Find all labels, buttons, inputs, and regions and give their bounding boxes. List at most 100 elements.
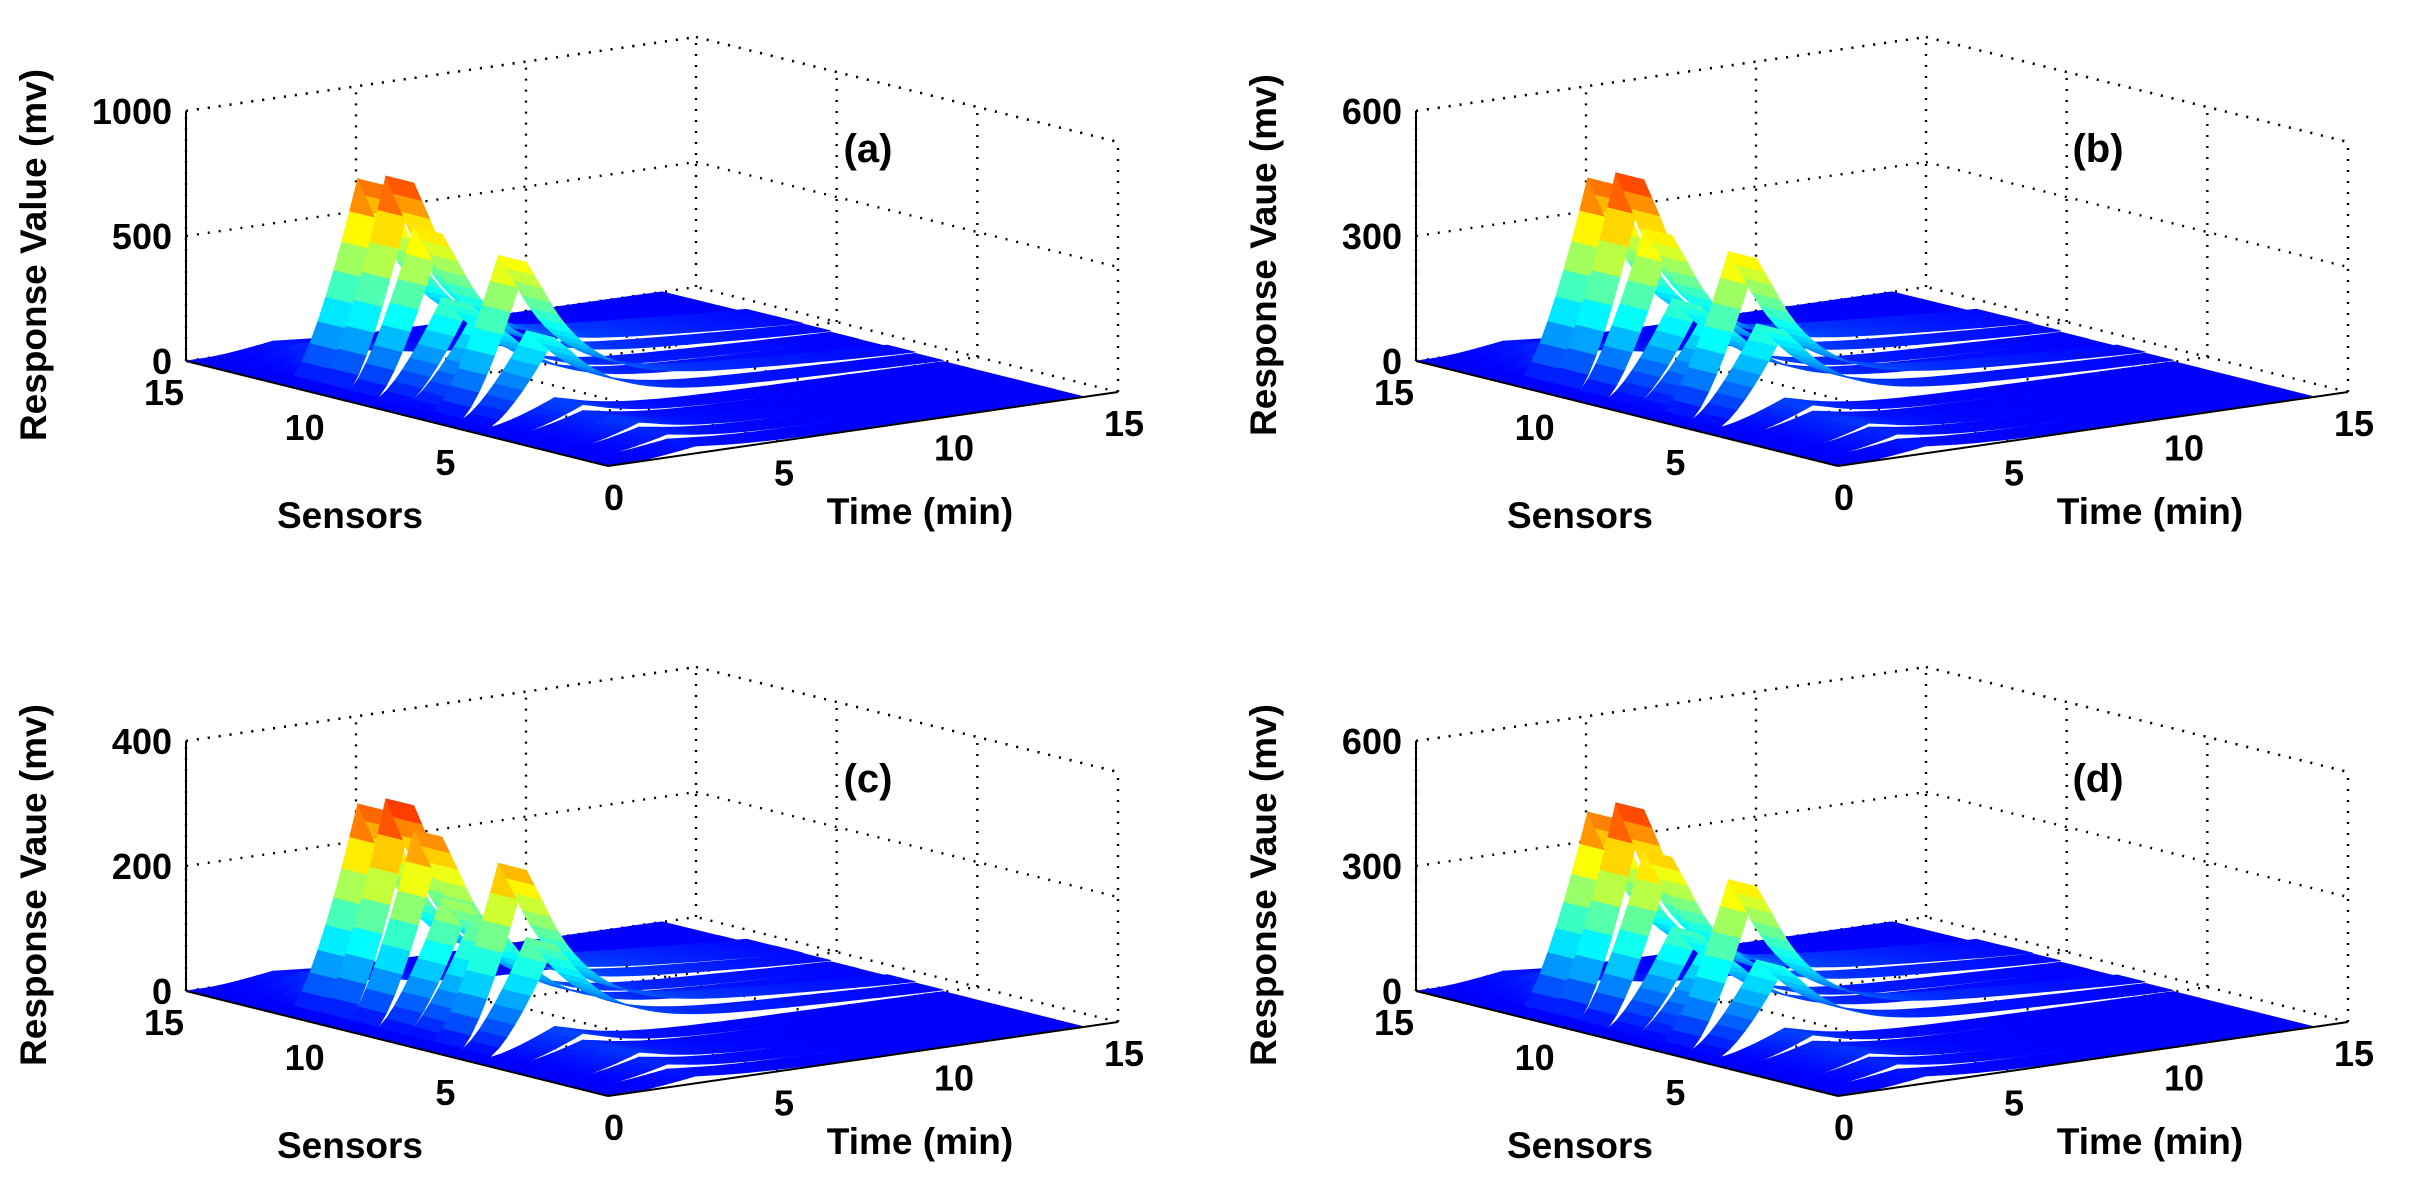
grid-line bbox=[185, 665, 697, 743]
grid-line bbox=[695, 665, 1119, 774]
z-tick-label: 0 bbox=[152, 971, 172, 1012]
y-tick-label: 10 bbox=[1515, 407, 1555, 448]
surface-patch bbox=[1996, 945, 2033, 955]
response-surface bbox=[1415, 172, 2315, 467]
grid-line bbox=[1925, 790, 2349, 899]
grid-line bbox=[1415, 160, 1927, 238]
grid-line bbox=[695, 790, 1119, 899]
time-axis-line bbox=[1837, 1021, 2349, 1097]
grid-line bbox=[1925, 665, 2349, 774]
surface-patch bbox=[907, 982, 944, 992]
x-tick-label: 5 bbox=[2004, 1082, 2024, 1123]
x-axis-label: Time (min) bbox=[827, 491, 1013, 532]
surface-patch bbox=[794, 952, 831, 962]
x-axis-label: Time (min) bbox=[2057, 491, 2243, 532]
y-tick-label: 5 bbox=[435, 442, 455, 483]
grid-line bbox=[695, 35, 1119, 144]
y-tick-label: 10 bbox=[1515, 1037, 1555, 1078]
surface-patch bbox=[766, 315, 803, 325]
y-tick-label: 5 bbox=[1665, 1072, 1685, 1113]
grid-line bbox=[1925, 160, 2349, 269]
response-surface bbox=[1415, 802, 2315, 1097]
panel-label: (c) bbox=[844, 757, 893, 801]
surface-patch bbox=[907, 352, 944, 362]
x-tick-label: 15 bbox=[1104, 403, 1144, 444]
x-tick-label: 0 bbox=[604, 477, 624, 518]
x-tick-label: 10 bbox=[2164, 428, 2204, 469]
x-tick-label: 15 bbox=[2334, 403, 2374, 444]
x-tick-label: 10 bbox=[934, 1058, 974, 1099]
axis-lines bbox=[185, 111, 1119, 467]
x-tick-label: 10 bbox=[2164, 1058, 2204, 1099]
time-axis-line bbox=[607, 391, 1119, 467]
grid-line bbox=[1415, 35, 1927, 113]
z-tick-label: 600 bbox=[1342, 721, 1402, 762]
surface-patch bbox=[766, 945, 803, 955]
surface-patch bbox=[2024, 953, 2061, 963]
z-tick-label: 0 bbox=[1382, 971, 1402, 1012]
x-tick-label: 15 bbox=[1104, 1033, 1144, 1074]
x-axis-label: Time (min) bbox=[2057, 1121, 2243, 1162]
surface-patch bbox=[2137, 982, 2174, 992]
y-tick-label: 5 bbox=[435, 1072, 455, 1113]
z-tick-label: 500 bbox=[112, 216, 172, 257]
grid-line bbox=[695, 160, 1119, 269]
grid-line bbox=[1925, 665, 2349, 774]
surface-patch bbox=[879, 974, 916, 983]
sensor-axis-line bbox=[1415, 990, 1839, 1097]
grid-line bbox=[1415, 665, 1927, 743]
sensor-axis-line bbox=[185, 360, 609, 467]
z-tick-label: 300 bbox=[1342, 846, 1402, 887]
sensor-axis-line bbox=[1415, 360, 1839, 467]
x-tick-label: 5 bbox=[774, 1082, 794, 1123]
z-tick-label: 200 bbox=[112, 846, 172, 887]
y-axis-label: Sensors bbox=[277, 1125, 423, 1166]
surface-patch bbox=[2109, 344, 2146, 354]
x-tick-label: 5 bbox=[774, 452, 794, 493]
x-tick-label: 0 bbox=[1834, 477, 1854, 518]
grid-line bbox=[695, 35, 1119, 144]
y-tick-label: 15 bbox=[144, 372, 184, 413]
panel-label: (a) bbox=[844, 127, 893, 171]
grid-line bbox=[695, 665, 1119, 774]
x-tick-label: 5 bbox=[2004, 452, 2024, 493]
time-axis-line bbox=[1837, 391, 2349, 467]
surface-patch bbox=[1996, 315, 2033, 325]
z-tick-label: 400 bbox=[112, 721, 172, 762]
x-tick-label: 15 bbox=[2334, 1033, 2374, 1074]
panel-label: (d) bbox=[2072, 757, 2123, 801]
axis-lines bbox=[1415, 741, 2349, 1097]
z-tick-label: 0 bbox=[1382, 341, 1402, 382]
response-surface bbox=[185, 175, 1085, 467]
z-tick-label: 300 bbox=[1342, 216, 1402, 257]
surface-patch bbox=[2137, 352, 2174, 362]
y-tick-label: 10 bbox=[285, 407, 325, 448]
surface-patch bbox=[794, 323, 831, 333]
grid-line bbox=[185, 160, 697, 238]
surface-patch bbox=[2109, 974, 2146, 984]
z-axis-label: Response Value (mv) bbox=[13, 69, 54, 441]
x-tick-label: 0 bbox=[604, 1107, 624, 1148]
surface-patch bbox=[2024, 323, 2061, 333]
x-axis-label: Time (min) bbox=[827, 1121, 1013, 1162]
axis-lines bbox=[185, 741, 1119, 1097]
grid-line bbox=[1925, 35, 2349, 144]
z-tick-label: 1000 bbox=[92, 91, 172, 132]
x-tick-label: 10 bbox=[934, 428, 974, 469]
y-axis-label: Sensors bbox=[1507, 495, 1653, 536]
sensor-axis-line bbox=[185, 990, 609, 1097]
grid-line bbox=[185, 790, 697, 868]
surface-patch bbox=[879, 344, 916, 354]
grid-line bbox=[185, 35, 697, 113]
y-axis-label: Sensors bbox=[1507, 1125, 1653, 1166]
y-tick-label: 10 bbox=[285, 1037, 325, 1078]
time-axis-line bbox=[607, 1021, 1119, 1097]
axis-lines bbox=[1415, 111, 2349, 467]
